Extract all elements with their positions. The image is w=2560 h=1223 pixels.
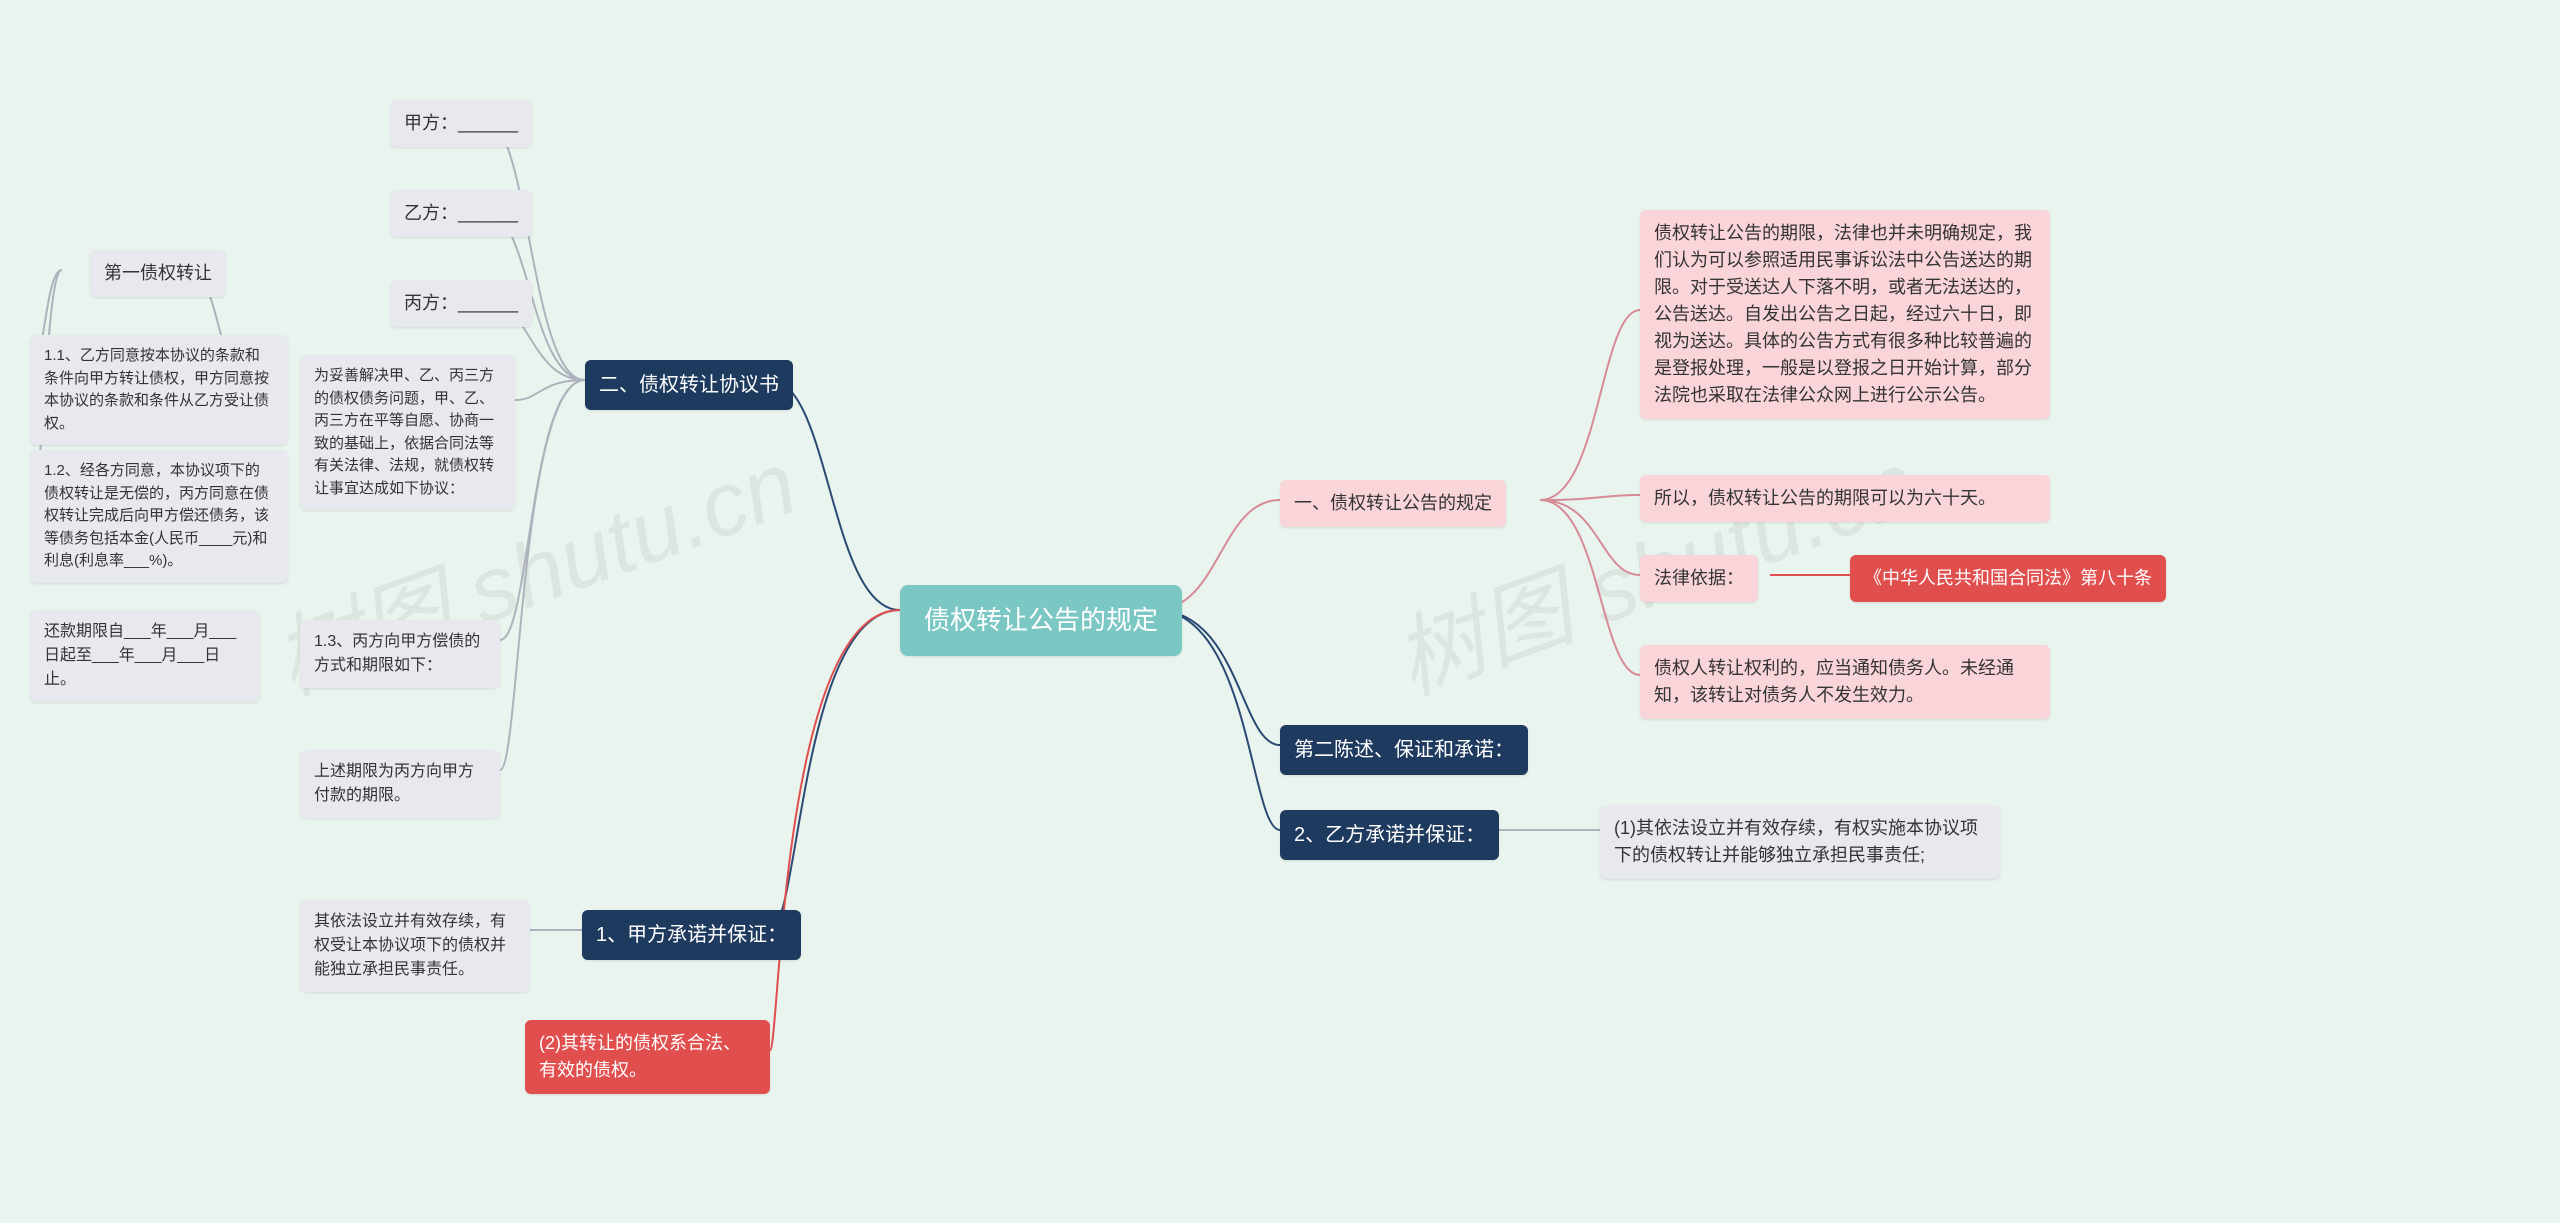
node-m1d1[interactable]: 第一债权转让 [90,250,226,297]
node-3a[interactable]: (1)其依法设立并有效存续，有权实施本协议项下的债权转让并能够独立承担民事责任; [1600,805,2000,879]
node-m1e[interactable]: 1.3、丙方向甲方偿债的方式和期限如下： [300,620,500,688]
root-node[interactable]: 债权转让公告的规定 [900,585,1182,656]
node-1c1[interactable]: 《中华人民共和国合同法》第八十条 [1850,555,2166,602]
node-left-2[interactable]: 1、甲方承诺并保证： [582,910,801,960]
node-m1d1a[interactable]: 1.1、乙方同意按本协议的条款和条件向甲方转让债权，甲方同意按本协议的条款和条件… [30,335,288,445]
node-m1c[interactable]: 丙方：______ [390,280,532,327]
node-m1f[interactable]: 上述期限为丙方向甲方付款的期限。 [300,750,500,818]
node-m1d[interactable]: 为妥善解决甲、乙、丙三方的债权债务问题，甲、乙、丙三方在平等自愿、协商一致的基础… [300,355,515,510]
node-left-1[interactable]: 二、债权转让协议书 [585,360,793,410]
node-section-3[interactable]: 2、乙方承诺并保证： [1280,810,1499,860]
node-1a[interactable]: 债权转让公告的期限，法律也并未明确规定，我们认为可以参照适用民事诉讼法中公告送达… [1640,210,2050,419]
node-m1a[interactable]: 甲方：______ [390,100,532,147]
node-m1b[interactable]: 乙方：______ [390,190,532,237]
node-section-2[interactable]: 第二陈述、保证和承诺： [1280,725,1528,775]
node-m1e1[interactable]: 还款期限自___年___月___日起至___年___月___日止。 [30,610,260,702]
node-1d[interactable]: 债权人转让权利的，应当通知债务人。未经通知，该转让对债务人不发生效力。 [1640,645,2050,719]
node-m2a[interactable]: 其依法设立并有效存续，有权受让本协议项下的债权并能独立承担民事责任。 [300,900,530,992]
node-section-1[interactable]: 一、债权转让公告的规定 [1280,480,1506,527]
node-1c[interactable]: 法律依据： [1640,555,1758,602]
node-m1d1b[interactable]: 1.2、经各方同意，本协议项下的债权转让是无偿的，丙方同意在债权转让完成后向甲方… [30,450,288,583]
connector-layer [0,0,2560,1223]
node-left-3[interactable]: (2)其转让的债权系合法、有效的债权。 [525,1020,770,1094]
node-1b[interactable]: 所以，债权转让公告的期限可以为六十天。 [1640,475,2050,522]
